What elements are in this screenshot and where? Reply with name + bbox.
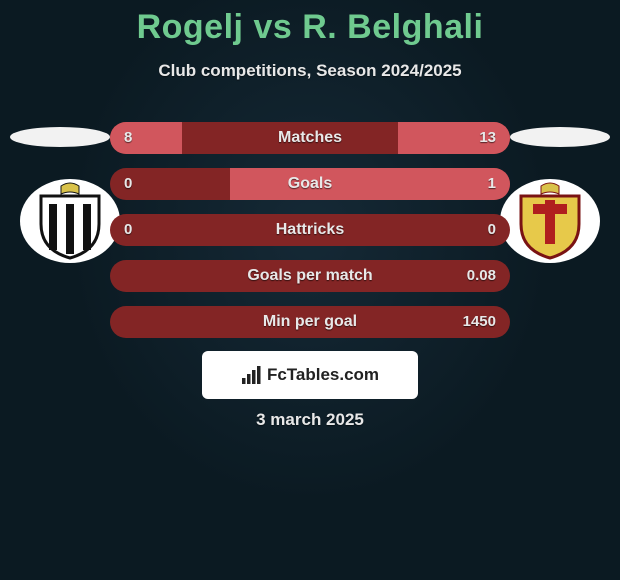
stat-value-right: 13 (479, 122, 496, 154)
page-title: Rogelj vs R. Belghali (0, 0, 620, 47)
stat-label: Hattricks (110, 214, 510, 246)
brand-chart-icon (241, 364, 263, 386)
club-right-crest-icon (511, 182, 589, 260)
stat-label: Goals (110, 168, 510, 200)
date-text: 3 march 2025 (0, 410, 620, 430)
vs-text: vs (253, 8, 292, 46)
stat-label: Goals per match (110, 260, 510, 292)
stat-value-right: 1450 (463, 306, 496, 338)
player1-name: Rogelj (137, 8, 244, 46)
stat-value-right: 0.08 (467, 260, 496, 292)
stat-row: 0Hattricks0 (110, 214, 510, 246)
stat-label: Matches (110, 122, 510, 154)
player2-club-badge (500, 179, 600, 263)
stat-row: Min per goal1450 (110, 306, 510, 338)
stat-label: Min per goal (110, 306, 510, 338)
stat-value-right: 1 (488, 168, 496, 200)
stat-value-right: 0 (488, 214, 496, 246)
stat-row: Goals per match0.08 (110, 260, 510, 292)
player1-flag (10, 127, 110, 147)
stat-row: 0Goals1 (110, 168, 510, 200)
player2-flag (510, 127, 610, 147)
player1-club-badge (20, 179, 120, 263)
club-left-crest-icon (31, 182, 109, 260)
subtitle: Club competitions, Season 2024/2025 (0, 61, 620, 81)
comparison-container: Rogelj vs R. Belghali Club competitions,… (0, 0, 620, 580)
stat-row: 8Matches13 (110, 122, 510, 154)
player2-name: R. Belghali (302, 8, 483, 46)
brand-text: FcTables.com (267, 365, 379, 385)
brand-badge: FcTables.com (202, 351, 418, 399)
stats-panel: 8Matches130Goals10Hattricks0Goals per ma… (110, 122, 510, 352)
